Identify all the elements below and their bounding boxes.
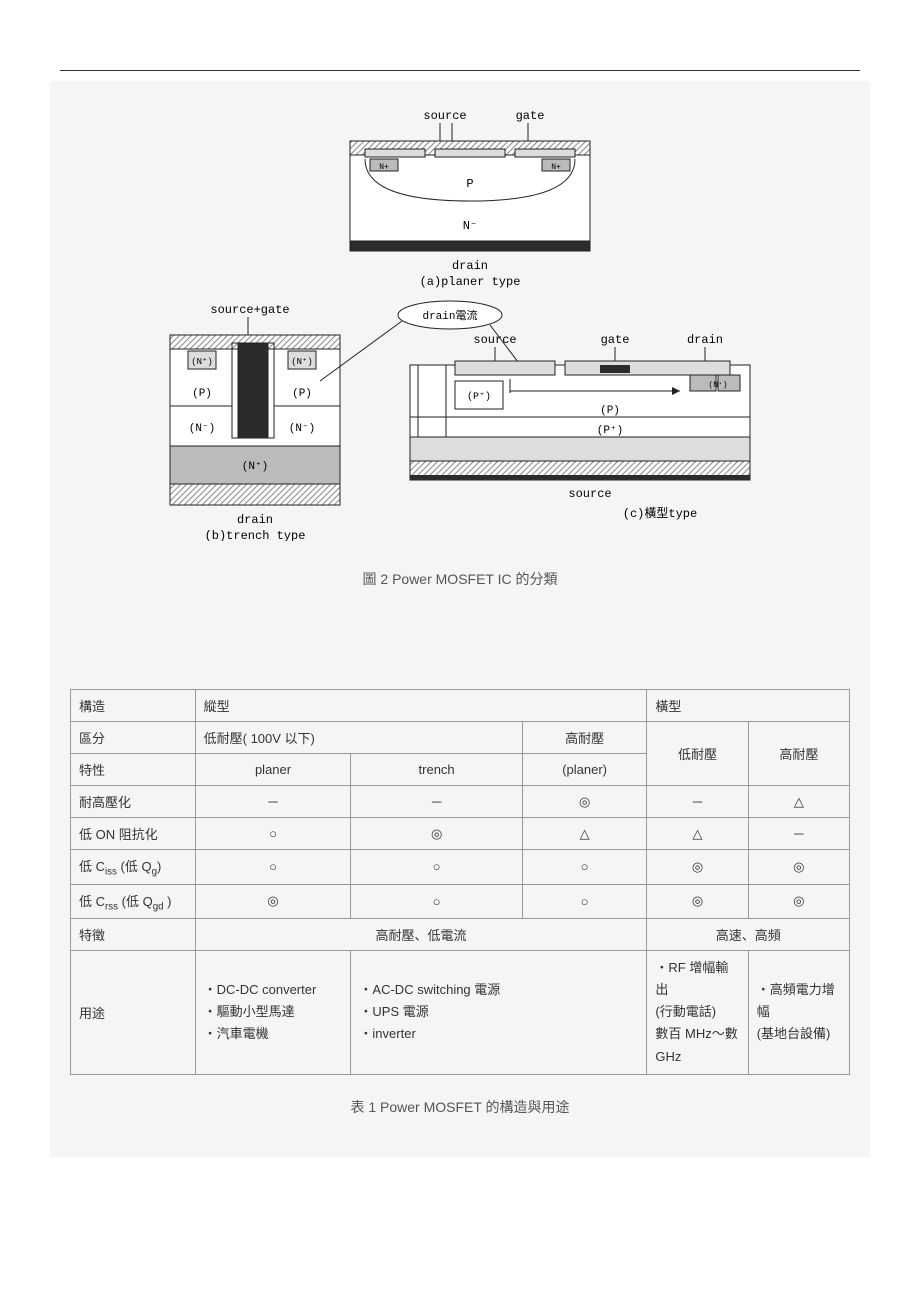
svg-text:(N⁻): (N⁻) [189,423,215,435]
lateral-caption: (c)橫型type [623,506,697,521]
drain-label-b: drain [237,513,273,527]
header-trench: trench [351,754,522,786]
table-row: 低 Crss (低 Qgd ) ◎ ○ ○ ◎ ◎ [71,884,850,919]
svg-text:(P⁺): (P⁺) [467,391,491,403]
svg-text:N+: N+ [379,163,389,172]
header-lateral: 橫型 [647,690,850,722]
svg-text:(P⁺): (P⁺) [597,425,623,437]
header-planer: planer [195,754,351,786]
use-col1: ・DC-DC converter ・驅動小型馬達 ・汽車電機 [195,951,351,1074]
header-highv2: 高耐壓 [748,722,849,786]
table-row: 區分 低耐壓( 100V 以下) 高耐壓 低耐壓 高耐壓 [71,722,850,754]
use-col5: ・高頻電力增幅 (基地台設備) [748,951,849,1074]
figure-region: source gate N+ N+ [50,81,870,629]
mosfet-diagram: source gate N+ N+ [140,101,780,541]
feature-lateral: 高速、高頻 [647,919,850,951]
mosfet-table: 構造 縱型 橫型 區分 低耐壓( 100V 以下) 高耐壓 低耐壓 高耐壓 特性… [70,689,850,1075]
row-feature: 特徵 [71,919,196,951]
row-low-on: 低 ON 阻抗化 [71,818,196,850]
figure-caption: 圖 2 Power MOSFET IC 的分類 [50,569,870,589]
figure-svg-wrap: source gate N+ N+ [50,101,870,541]
header-vertical: 縱型 [195,690,647,722]
planar-caption: (a)planer type [420,275,521,289]
svg-text:(N⁺): (N⁺) [191,357,213,367]
table-row: 低 ON 阻抗化 ○ ◎ △ △ － [71,818,850,850]
source-gate-label: source+gate [210,303,289,317]
drain-label-c: drain [687,333,723,347]
header-category: 區分 [71,722,196,754]
document-page: source gate N+ N+ [0,0,920,1217]
use-col4: ・RF 增幅輸出 (行動電話) 數百 MHz～數 GHz [647,951,748,1074]
header-highv: 高耐壓 [522,722,647,754]
table-row: 特徵 高耐壓、低電流 高速、高頻 [71,919,850,951]
lateral-type-diagram: source gate drain (P⁺) [410,333,750,521]
n-minus-label: N⁻ [463,219,477,233]
planar-type-diagram: source gate N+ N+ [350,109,590,289]
trench-caption: (b)trench type [205,529,306,541]
svg-text:(N⁺): (N⁺) [291,357,313,367]
table-caption: 表 1 Power MOSFET 的構造與用途 [70,1097,850,1117]
header-lowv2: 低耐壓 [647,722,748,786]
spacer [50,629,870,689]
gate-label: gate [516,109,545,123]
feature-vertical: 高耐壓、低電流 [195,919,647,951]
svg-text:(N⁻): (N⁻) [289,423,315,435]
row-use: 用途 [71,951,196,1074]
drain-label-a: drain [452,259,488,273]
row-low-ciss: 低 Ciss (低 Qg) [71,850,196,885]
p-region-label: P [466,177,473,191]
gate-label-c: gate [601,333,630,347]
svg-text:drain電流: drain電流 [422,308,477,323]
use-col2: ・AC-DC switching 電源 ・UPS 電源 ・inverter [351,951,647,1074]
table-region: 構造 縱型 橫型 區分 低耐壓( 100V 以下) 高耐壓 低耐壓 高耐壓 特性… [50,689,870,1157]
header-planer2: (planer) [522,754,647,786]
horizontal-rule [60,70,860,71]
svg-text:N+: N+ [551,163,561,172]
row-low-crss: 低 Crss (低 Qgd ) [71,884,196,919]
header-lowv: 低耐壓( 100V 以下) [195,722,522,754]
source-label-c: source [473,333,516,347]
table-row: 低 Ciss (低 Qg) ○ ○ ○ ◎ ◎ [71,850,850,885]
row-high-voltage: 耐高壓化 [71,786,196,818]
svg-text:(P): (P) [192,388,212,400]
table-row: 耐高壓化 － － ◎ － △ [71,786,850,818]
source-label-bottom: source [568,487,611,501]
svg-text:(P): (P) [292,388,312,400]
source-label: source [423,109,466,123]
table-row: 構造 縱型 橫型 [71,690,850,722]
svg-text:(P): (P) [600,405,620,417]
svg-text:(N⁺): (N⁺) [242,461,268,473]
header-property: 特性 [71,754,196,786]
table-row: 用途 ・DC-DC converter ・驅動小型馬達 ・汽車電機 ・AC-DC… [71,951,850,1074]
header-structure: 構造 [71,690,196,722]
trench-type-diagram: source+gate (N⁺) (N⁺) (P) (P) [170,303,340,541]
svg-text:(N⁺): (N⁺) [708,381,727,390]
